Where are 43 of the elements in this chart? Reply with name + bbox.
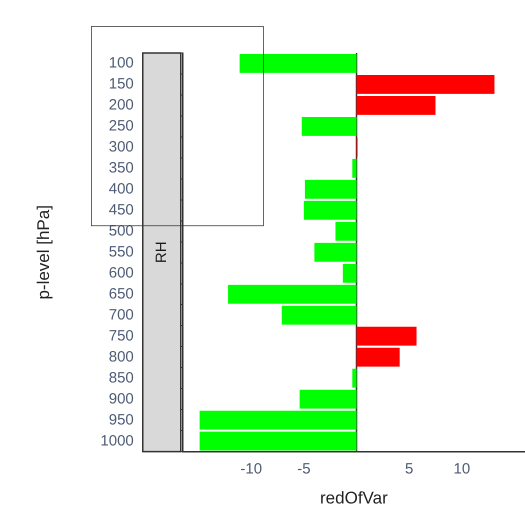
y-tick-label: 750 (108, 327, 134, 344)
bar (200, 410, 357, 430)
y-tick-label: 350 (108, 160, 134, 177)
bar (335, 222, 357, 241)
bar (342, 264, 357, 283)
y-tick-label: 950 (108, 411, 134, 428)
bar (228, 284, 357, 304)
bar (304, 200, 357, 220)
bar (356, 326, 417, 346)
y-tick-label: 400 (108, 180, 134, 198)
y-tick-label: 800 (108, 348, 134, 366)
y-tick-label: 700 (108, 306, 134, 324)
bar (356, 96, 436, 115)
bar (356, 348, 400, 367)
y-tick-label: 100 (108, 54, 134, 72)
x-tick-label: 5 (404, 460, 414, 478)
y-axis-title: p-level [hPa] (34, 205, 53, 300)
bar (314, 242, 357, 262)
y-tick-label: 650 (108, 285, 134, 302)
bar (352, 158, 357, 178)
y-tick-label: 600 (108, 264, 134, 282)
y-tick-label: 900 (108, 390, 134, 408)
bar (352, 368, 357, 388)
y-tick-label: 250 (108, 118, 134, 135)
bar (282, 306, 357, 325)
x-tick-label: 10 (453, 460, 470, 478)
bar (302, 116, 357, 136)
bar (240, 54, 357, 73)
y-tick-label: 200 (108, 96, 134, 114)
bar (200, 432, 357, 451)
y-tick-label: 450 (108, 201, 134, 218)
y-tick-label: 1000 (100, 432, 134, 450)
bar (356, 75, 494, 94)
bar (300, 390, 357, 409)
text: RH (152, 241, 170, 264)
x-tick-label: -10 (240, 460, 262, 478)
x-tick-label: -5 (297, 460, 311, 478)
y-tick-label: 150 (108, 76, 134, 93)
x-axis-title: redOfVar (320, 488, 388, 508)
bar (304, 180, 357, 199)
y-tick-label: 300 (108, 138, 134, 156)
y-tick-label: 550 (108, 243, 134, 260)
y-tick-label: 850 (108, 369, 134, 386)
